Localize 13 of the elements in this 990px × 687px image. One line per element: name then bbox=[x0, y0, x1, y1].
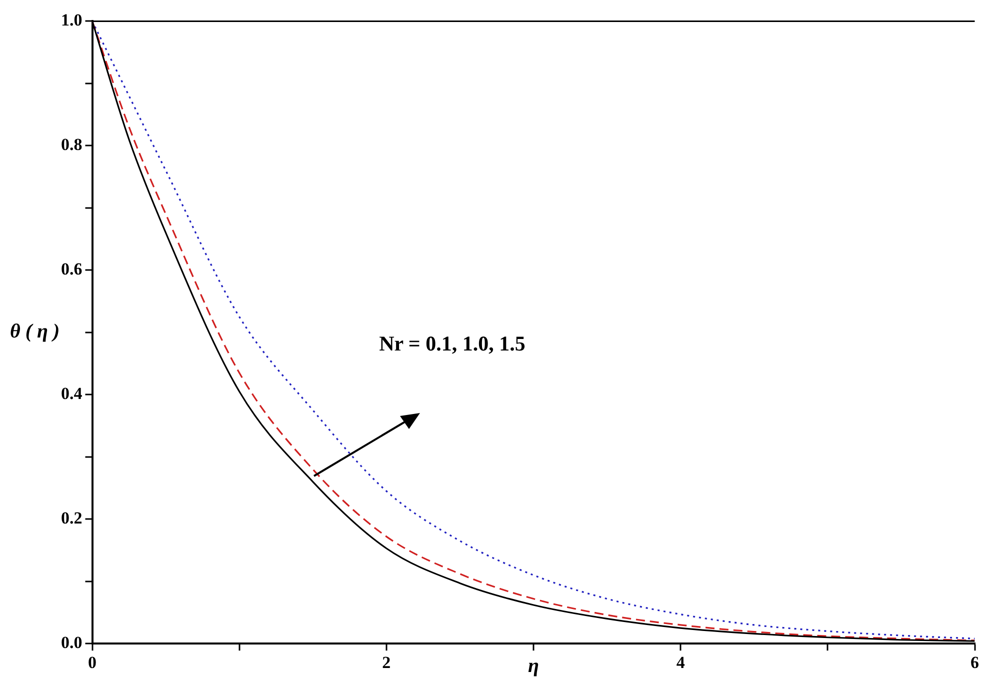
y-tick-label: 1.0 bbox=[61, 10, 82, 30]
y-tick-label: 0.6 bbox=[61, 260, 82, 279]
x-tick-label: 2 bbox=[382, 653, 391, 672]
y-tick-label: 0.4 bbox=[61, 384, 83, 404]
y-axis-title: θ ( η ) bbox=[10, 320, 60, 343]
annotation: Nr = 0.1, 1.0, 1.5 bbox=[379, 331, 526, 356]
x-tick-label: 6 bbox=[970, 653, 979, 672]
y-tick-label: 0.2 bbox=[61, 508, 82, 528]
x-tick-label: 0 bbox=[88, 653, 96, 672]
x-axis-title: η bbox=[528, 655, 540, 678]
x-tick-label: 4 bbox=[676, 653, 686, 672]
y-tick-label: 0.8 bbox=[61, 135, 82, 154]
text: 0.0 bbox=[61, 632, 82, 652]
